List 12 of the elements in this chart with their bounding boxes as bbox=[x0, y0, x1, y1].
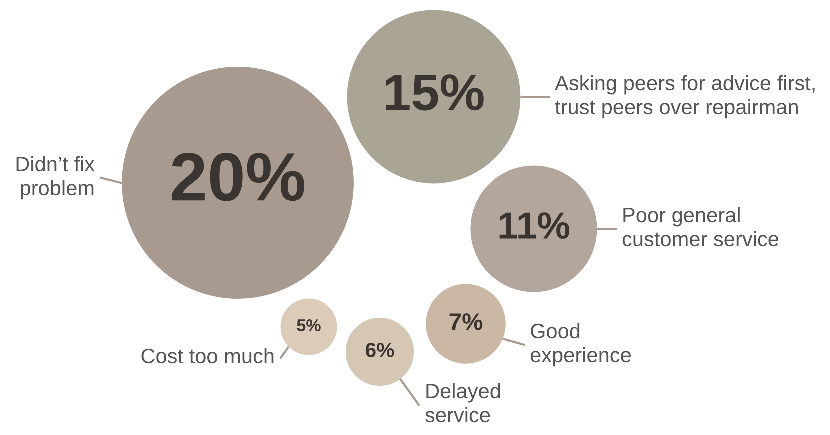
category-label: Didn’t fix problem bbox=[16, 156, 95, 200]
data-label: 15% bbox=[386, 74, 484, 111]
data-label: 20% bbox=[172, 152, 305, 202]
data-label: 11% bbox=[500, 212, 570, 239]
category-label: Cost too much bbox=[142, 348, 274, 364]
category-label: Poor general customer service bbox=[622, 207, 779, 247]
category-label: Asking peers for advice first, trust peers over repairman bbox=[555, 75, 815, 119]
category-label: Delayed service bbox=[426, 383, 500, 423]
data-label: 7% bbox=[450, 314, 483, 330]
data-label: 6% bbox=[366, 342, 394, 358]
data-label: 5% bbox=[297, 320, 321, 332]
category-label: Good experience bbox=[530, 323, 631, 367]
